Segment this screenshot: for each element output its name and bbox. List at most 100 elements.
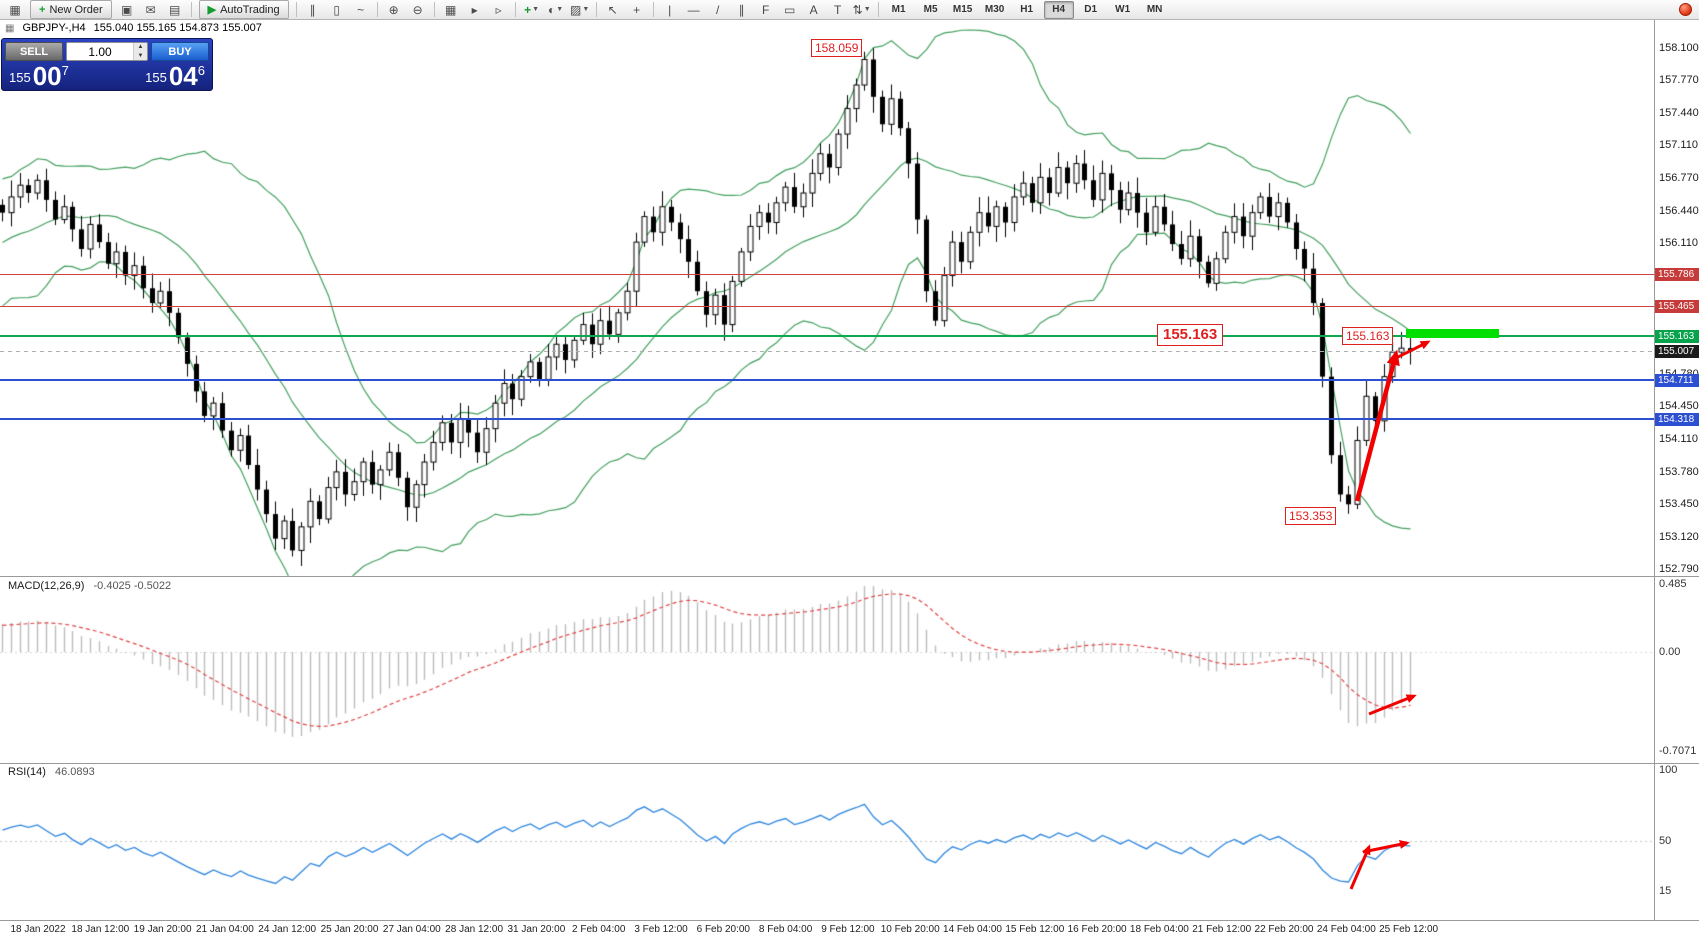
tile-windows-icon[interactable]: ▦	[444, 2, 457, 17]
buy-price: 155 04 6	[145, 61, 205, 91]
sell-button[interactable]: SELL	[5, 42, 63, 61]
arrows-icon[interactable]: ⇅ ▼	[852, 2, 871, 17]
volume-input[interactable]	[67, 43, 133, 60]
sell-price: 155 00 7	[9, 61, 69, 91]
time-label: 24 Jan 12:00	[258, 924, 317, 935]
price-badge: 155.163	[1655, 329, 1699, 343]
price-badge: 155.007	[1655, 344, 1699, 358]
timeframe-m5[interactable]: M5	[923, 3, 938, 15]
channel-icon[interactable]: ∥	[738, 2, 745, 17]
price-tick: 153.780	[1659, 465, 1699, 478]
price-tick: 156.110	[1659, 237, 1698, 250]
timeframe-h4[interactable]: H4	[1043, 0, 1074, 19]
price-badge: 155.786	[1655, 268, 1699, 282]
expert-advisors-icon[interactable]: ▣	[120, 2, 133, 17]
timeframe-m1[interactable]: M1	[891, 3, 906, 15]
volume-up-button[interactable]: ▲	[134, 43, 147, 52]
toolbar-separator	[376, 2, 378, 17]
buy-button[interactable]: BUY	[151, 42, 209, 61]
templates-icon[interactable]: ▨ ▼	[569, 2, 590, 17]
volume-down-button[interactable]: ▼	[134, 51, 147, 60]
vertical-line-icon[interactable]: |	[668, 2, 672, 17]
new-order-button[interactable]: + New Order	[30, 0, 112, 19]
price-annotation[interactable]: 155.163	[1342, 327, 1394, 345]
price-tick: 154.110	[1659, 433, 1698, 446]
price-annotation[interactable]: 155.163	[1157, 324, 1224, 346]
time-label: 27 Jan 04:00	[382, 924, 441, 935]
time-label: 2 Feb 04:00	[572, 924, 626, 935]
panel-separator[interactable]	[0, 763, 1699, 764]
chart-symbol-period: GBPJPY-,H4	[22, 22, 86, 34]
price-level-line[interactable]	[0, 379, 1654, 382]
price-level-line[interactable]	[0, 418, 1654, 421]
cursor-icon[interactable]: ↖	[607, 2, 618, 17]
time-label: 31 Jan 20:00	[507, 924, 566, 935]
indicators-icon[interactable]: + ▼	[524, 2, 540, 17]
price-level-line[interactable]	[0, 350, 1654, 352]
indicator-scale-label: 0.00	[1659, 646, 1681, 658]
volume-control: ▲ ▼	[66, 42, 148, 61]
macd-header: MACD(12,26,9) -0.4025 -0.5022	[8, 580, 172, 592]
rsi-header: RSI(14) 46.0893	[8, 766, 95, 778]
panel-separator[interactable]	[0, 576, 1699, 577]
zoom-out-icon[interactable]: ⊖	[412, 2, 423, 17]
chart-ohlc-values: 155.040 155.165 154.873 155.007	[93, 22, 262, 34]
price-level-line[interactable]	[0, 305, 1654, 307]
timeframe-mn[interactable]: MN	[1146, 3, 1163, 15]
timeframe-w1[interactable]: W1	[1115, 3, 1131, 15]
one-click-trading-panel: SELL ▲ ▼ BUY 155 00 7 155 04 6	[1, 38, 213, 91]
timeframe-d1[interactable]: D1	[1084, 3, 1098, 15]
new-order-icon: +	[39, 3, 46, 16]
indicator-scale-label: -0.7071	[1659, 745, 1697, 757]
timeframe-m15[interactable]: M15	[952, 3, 973, 15]
indicator-scale-label: 0.485	[1659, 578, 1687, 590]
price-axis-border	[1654, 20, 1655, 920]
timeframe-m30[interactable]: M30	[984, 3, 1005, 15]
shapes-icon[interactable]: ▭	[783, 2, 796, 17]
news-icon[interactable]: ▤	[168, 2, 181, 17]
time-label: 18 Jan 2022	[10, 924, 66, 935]
timeframe-h1[interactable]: H1	[1020, 3, 1034, 15]
toolbar-separator	[595, 2, 597, 17]
price-tick: 153.120	[1659, 530, 1699, 543]
time-label: 25 Feb 12:00	[1379, 924, 1439, 935]
toolbar-separator	[652, 2, 654, 17]
price-badge: 154.711	[1655, 373, 1699, 387]
line-chart-icon[interactable]: ~	[357, 2, 365, 17]
price-annotation[interactable]: 153.353	[1285, 507, 1337, 525]
chart-title-bar: ▦ GBPJPY-,H4 155.040 155.165 154.873 155…	[5, 22, 262, 34]
price-annotation[interactable]: 158.059	[811, 39, 863, 57]
price-tick: 156.440	[1659, 204, 1699, 217]
time-label: 3 Feb 12:00	[634, 924, 688, 935]
label-icon[interactable]: T	[833, 2, 842, 17]
periods-icon[interactable]: ◐ ▼	[548, 2, 564, 17]
time-label: 28 Jan 12:00	[445, 924, 504, 935]
time-label: 8 Feb 04:00	[758, 924, 813, 935]
crosshair-icon[interactable]: +	[633, 2, 641, 17]
time-label: 15 Feb 12:00	[1005, 924, 1065, 935]
price-level-line[interactable]	[0, 335, 1654, 338]
fibonacci-icon[interactable]: F	[761, 2, 770, 17]
autotrading-button[interactable]: ▶ AutoTrading	[198, 0, 289, 19]
trendline-icon[interactable]: /	[715, 2, 720, 17]
price-tick: 157.770	[1659, 74, 1699, 87]
new-chart-icon[interactable]: ▦	[9, 2, 21, 17]
zoom-in-icon[interactable]: ⊕	[388, 2, 399, 17]
time-axis-separator[interactable]	[0, 920, 1699, 921]
toolbar-separator	[514, 2, 516, 17]
highlight-zone[interactable]	[1406, 329, 1499, 338]
auto-scroll-icon[interactable]: ▸	[471, 2, 478, 17]
price-level-line[interactable]	[0, 274, 1654, 276]
horizontal-line-icon[interactable]: —	[687, 2, 700, 17]
time-label: 25 Jan 20:00	[320, 924, 379, 935]
time-label: 21 Feb 12:00	[1192, 924, 1252, 935]
price-tick: 156.770	[1659, 172, 1699, 185]
candlestick-chart-icon[interactable]: ▯	[333, 2, 340, 17]
bar-chart-icon[interactable]: ∥	[309, 2, 316, 17]
text-icon[interactable]: A	[809, 2, 818, 17]
mailbox-icon[interactable]: ✉	[145, 2, 156, 17]
chart-shift-icon[interactable]: ▹	[495, 2, 502, 17]
time-label: 18 Feb 04:00	[1129, 924, 1189, 935]
